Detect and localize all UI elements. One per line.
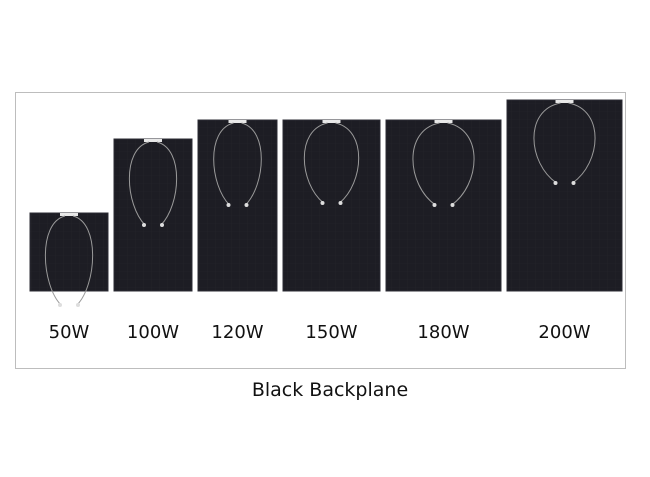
connector <box>142 223 146 227</box>
junction-box <box>434 120 453 123</box>
connector <box>244 203 249 207</box>
panel-label: 100W <box>127 322 179 343</box>
cable <box>45 215 93 306</box>
panel-label: 120W <box>211 322 263 343</box>
solar-panel: 120W <box>197 119 278 343</box>
solar-panel: 200W <box>506 99 623 343</box>
connector <box>76 303 80 307</box>
connector <box>226 203 231 207</box>
connector <box>571 181 576 185</box>
panel-body <box>113 138 193 292</box>
cable <box>213 122 262 206</box>
panel-body <box>506 99 623 292</box>
panel-label: 200W <box>538 322 590 343</box>
junction-box <box>60 213 78 216</box>
junction-box <box>322 120 341 123</box>
connector <box>160 223 164 227</box>
cable <box>412 122 475 206</box>
cable <box>303 122 360 204</box>
solar-panel: 180W <box>385 119 502 343</box>
connector <box>58 303 62 307</box>
panel-body <box>29 212 109 292</box>
connector <box>450 203 455 207</box>
panel-label: 180W <box>417 322 469 343</box>
panels: 50W 100W 120W 150W 180W 200W <box>29 99 623 343</box>
connector <box>338 201 343 205</box>
solar-panel: 150W <box>282 119 381 343</box>
panel-label: 150W <box>305 322 357 343</box>
junction-box <box>555 100 574 103</box>
panel-body <box>282 119 381 292</box>
caption: Black Backplane <box>252 379 408 401</box>
cable <box>533 102 596 184</box>
panel-label: 50W <box>49 322 90 343</box>
connector <box>320 201 325 205</box>
panel-body <box>197 119 278 292</box>
junction-box <box>144 139 162 142</box>
connector <box>432 203 437 207</box>
cable <box>129 141 177 226</box>
junction-box <box>228 120 247 123</box>
solar-panel: 50W <box>29 212 109 343</box>
connector <box>553 181 558 185</box>
solar-panel: 100W <box>113 138 193 343</box>
panel-body <box>385 119 502 292</box>
